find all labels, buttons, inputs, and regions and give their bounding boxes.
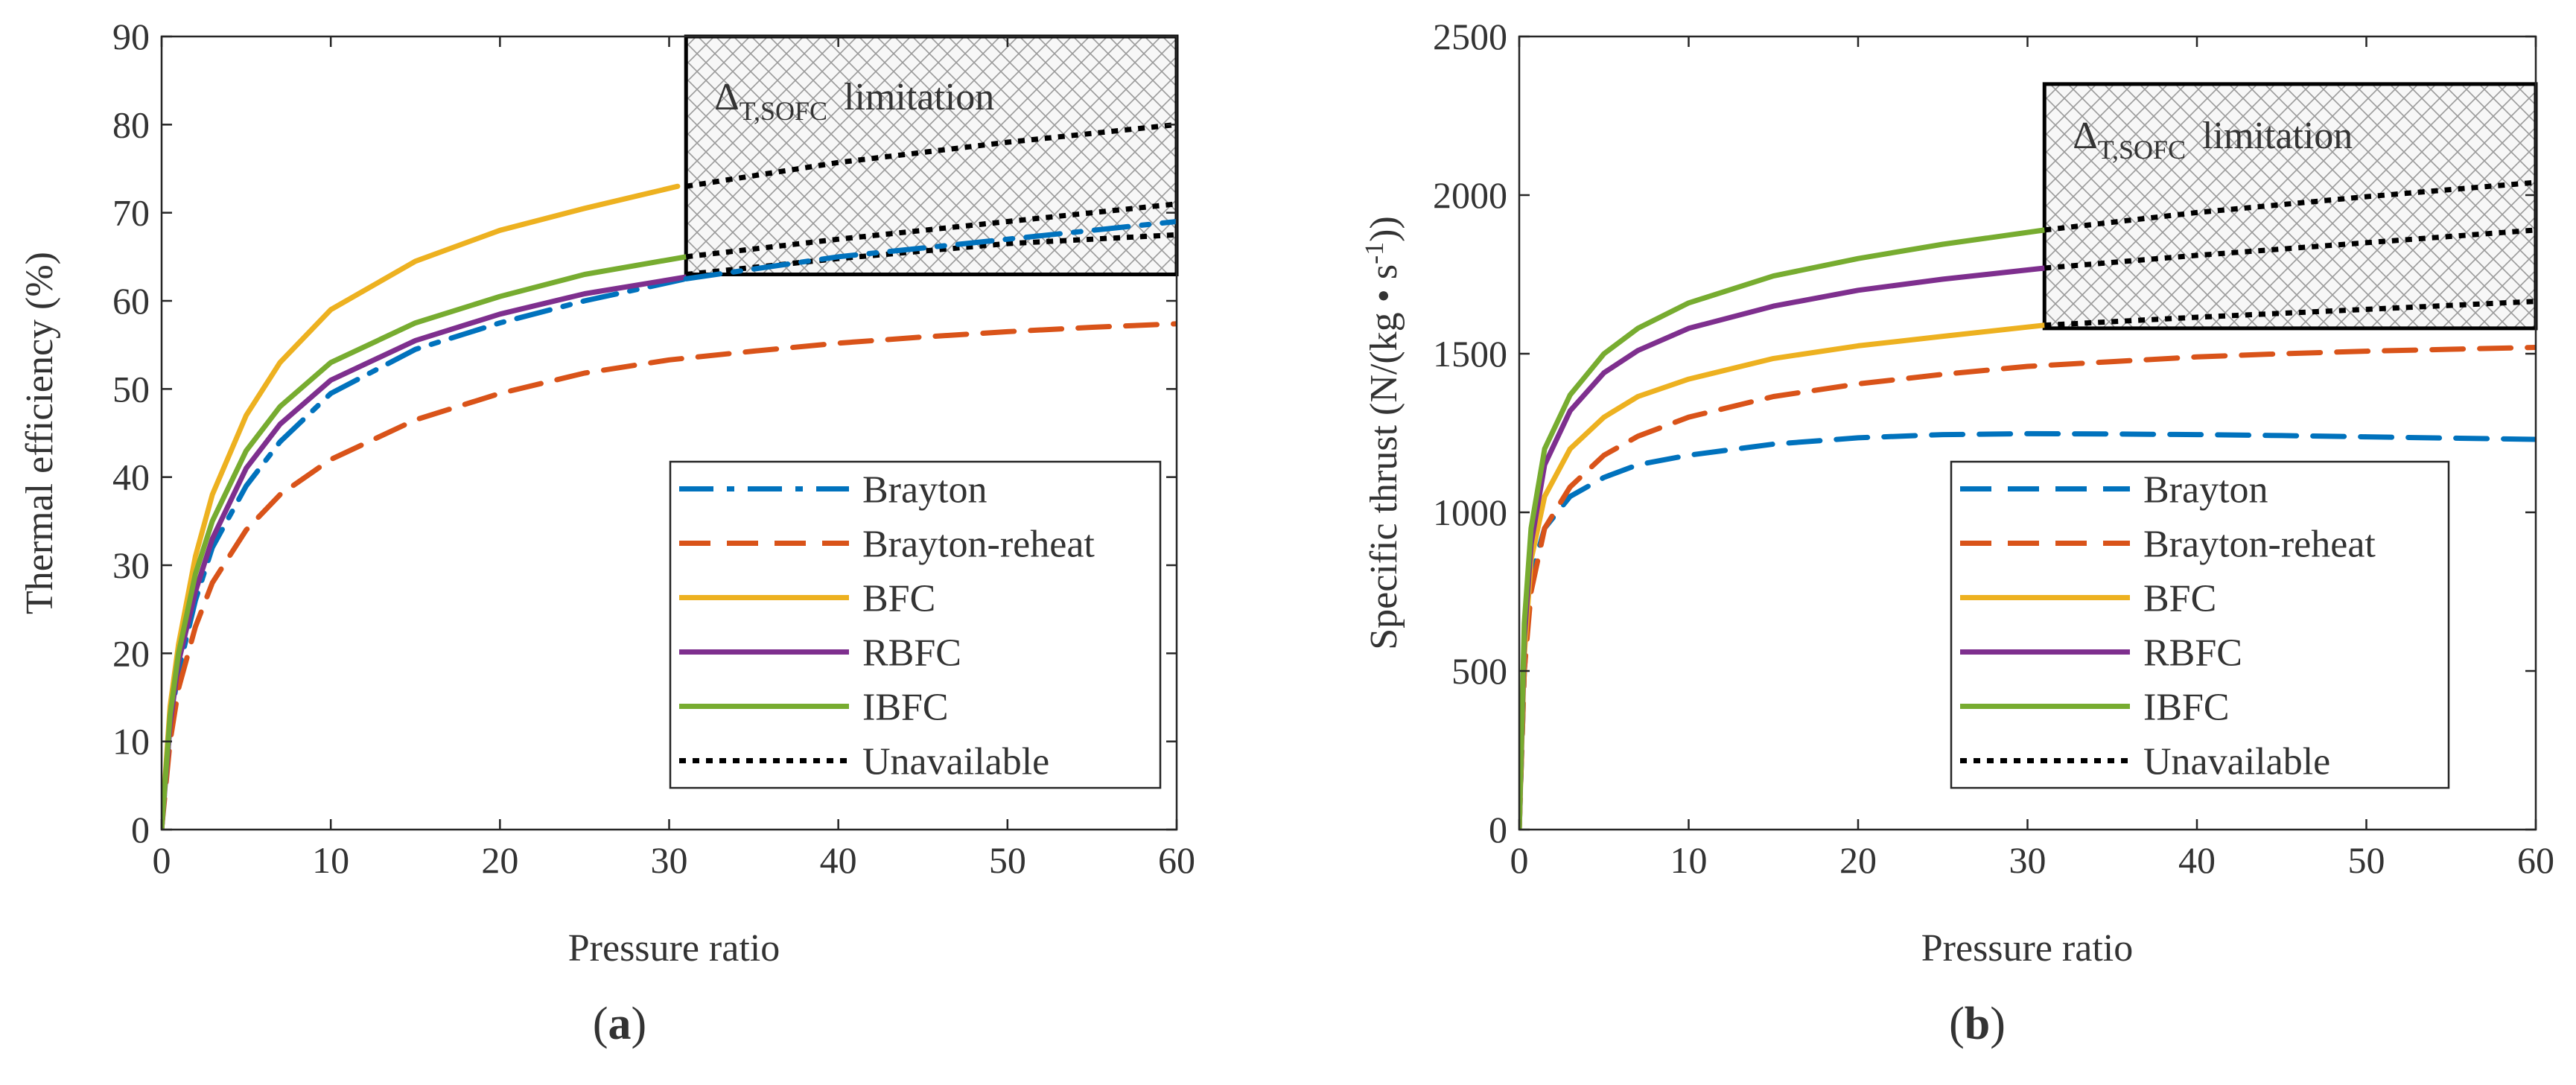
y-tick-label: 10 bbox=[112, 721, 150, 763]
series-brayton-reheat bbox=[162, 321, 1177, 830]
series-group bbox=[1519, 179, 2536, 830]
series-brayton-reheat bbox=[1519, 345, 2536, 830]
limitation-label: ΔT,SOFC limitation bbox=[714, 76, 994, 126]
y-tick-label: 30 bbox=[112, 544, 150, 586]
y-tick-label: 20 bbox=[112, 632, 150, 674]
y-tick-label: 0 bbox=[1489, 809, 1507, 850]
series-unavailable-4 bbox=[683, 219, 1177, 281]
legend: Brayton Brayton-reheat BFC RBFC IBFC Unavaila… bbox=[669, 460, 1162, 789]
y-axis-label: Thermal efficiency (%) bbox=[19, 252, 61, 614]
y-tick-label: 80 bbox=[112, 104, 150, 145]
x-tick-label: 60 bbox=[1158, 839, 1195, 881]
x-axis-label: Pressure ratio bbox=[1921, 927, 2133, 970]
limitation-label: ΔT,SOFC limitation bbox=[2073, 115, 2353, 165]
series-bfc bbox=[162, 183, 681, 830]
x-tick-label: 60 bbox=[2517, 839, 2554, 881]
legend-label: RBFC bbox=[862, 632, 961, 675]
legend-label: Brayton bbox=[2143, 469, 2268, 512]
x-tick-label: 0 bbox=[1510, 839, 1529, 881]
x-tick-label: 30 bbox=[651, 839, 688, 881]
legend-label: BFC bbox=[862, 578, 935, 620]
x-tick-label: 40 bbox=[820, 839, 857, 881]
chart-b: 0 10 20 30 40 50 60 0 500 1000 1500 2000 2500 Pressur… bbox=[1359, 16, 2554, 1049]
x-tick-label: 0 bbox=[153, 839, 171, 881]
y-tick-label: 70 bbox=[112, 192, 150, 234]
legend-label: Brayton-reheat bbox=[2143, 524, 2376, 566]
x-tick-label: 50 bbox=[2348, 839, 2385, 881]
x-tick-label: 10 bbox=[1670, 839, 1708, 881]
series-rbfc bbox=[162, 274, 689, 830]
series-unavailable-3 bbox=[685, 232, 1177, 277]
series-ibfc bbox=[1519, 227, 2047, 830]
series-unavailable-2 bbox=[2044, 227, 2536, 271]
y-tick-label: 60 bbox=[112, 280, 150, 322]
legend-label: Brayton-reheat bbox=[862, 524, 1095, 566]
y-tick-label: 1500 bbox=[1433, 333, 1507, 375]
series-unavailable-2 bbox=[685, 201, 1177, 260]
y-tick-label: 1000 bbox=[1433, 491, 1507, 533]
y-tick-label: 2500 bbox=[1433, 16, 1507, 57]
series-unavailable-3 bbox=[2044, 299, 2536, 328]
legend-label: Unavailable bbox=[862, 741, 1049, 783]
x-tick-label: 20 bbox=[481, 839, 518, 881]
y-tick-label: 90 bbox=[112, 16, 150, 57]
y-tick-label: 40 bbox=[112, 456, 150, 498]
y-tick-label: 500 bbox=[1451, 650, 1507, 692]
y-axis-label: Specific thrust (N/(kg • s-1)) bbox=[1359, 216, 1405, 650]
legend-label: IBFC bbox=[862, 687, 949, 729]
x-tick-label: 30 bbox=[2009, 839, 2047, 881]
panel-label: (b) bbox=[1949, 999, 2006, 1049]
x-tick-label: 10 bbox=[312, 839, 349, 881]
legend-label: RBFC bbox=[2143, 632, 2242, 675]
y-tick-label: 0 bbox=[131, 809, 150, 850]
series-unavailable bbox=[2044, 179, 2536, 233]
x-tick-label: 20 bbox=[1839, 839, 1877, 881]
y-tick-label: 2000 bbox=[1433, 174, 1507, 216]
legend-label: Brayton bbox=[862, 469, 988, 512]
x-tick-label: 50 bbox=[989, 839, 1026, 881]
panel-label: (a) bbox=[593, 999, 646, 1049]
legend: Brayton Brayton-reheat BFC RBFC IBFC Unavaila… bbox=[1950, 460, 2450, 789]
series-ibfc bbox=[162, 254, 689, 830]
y-tick-label: 50 bbox=[112, 368, 150, 410]
legend-label: IBFC bbox=[2143, 687, 2230, 729]
legend-label: Unavailable bbox=[2143, 741, 2330, 783]
x-axis-label: Pressure ratio bbox=[568, 927, 780, 970]
x-tick-label: 40 bbox=[2178, 839, 2216, 881]
series-group bbox=[162, 121, 1177, 830]
series-brayton bbox=[162, 276, 689, 830]
chart-a: 0 10 20 30 40 50 60 0 10 20 30 40 50 60 70 80 90 Pressure… bbox=[19, 16, 1195, 1049]
legend-label: BFC bbox=[2143, 578, 2216, 620]
